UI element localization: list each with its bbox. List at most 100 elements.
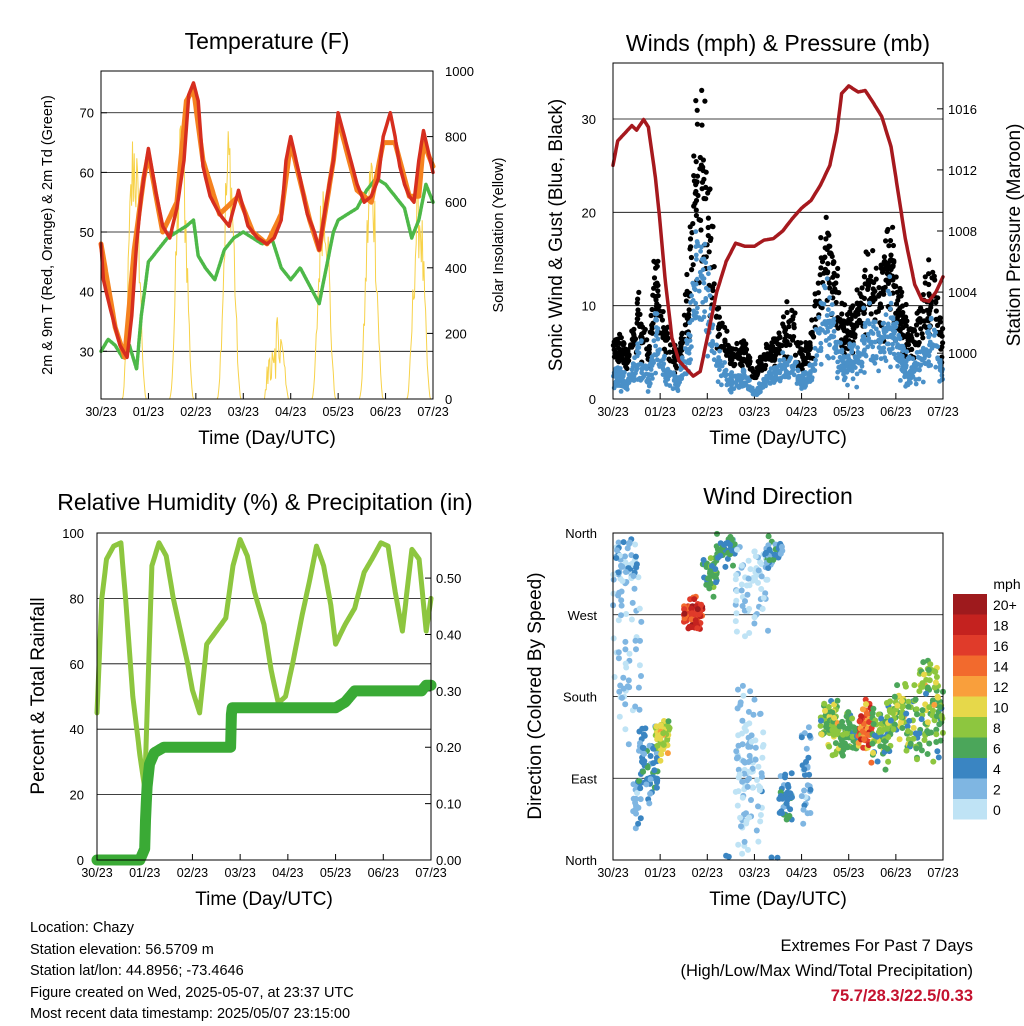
direction-point	[737, 701, 744, 708]
wind-point	[914, 367, 920, 372]
direction-point	[626, 650, 633, 657]
direction-ytick-label: West	[568, 608, 598, 623]
wind-point	[661, 361, 667, 367]
gust-point	[722, 337, 728, 343]
wind-point	[771, 378, 776, 384]
winds-y2tick-label: 1004	[948, 285, 977, 300]
direction-point	[724, 555, 731, 562]
gust-point	[823, 236, 829, 242]
gust-point	[635, 296, 641, 302]
direction-point	[834, 697, 841, 704]
direction-point	[806, 771, 813, 778]
direction-point	[653, 723, 660, 730]
direction-point	[745, 846, 751, 853]
direction-point	[634, 790, 641, 796]
wind-point	[653, 343, 658, 349]
wind-point	[622, 370, 627, 375]
wind-point	[825, 307, 831, 313]
direction-point	[759, 605, 766, 612]
winds-title: Winds (mph) & Pressure (mb)	[626, 30, 930, 56]
wind-point	[824, 276, 830, 282]
direction-point	[860, 744, 867, 751]
direction-point	[710, 593, 717, 600]
gust-point	[771, 336, 777, 342]
wind-point	[887, 274, 893, 280]
wind-point	[868, 357, 874, 363]
gust-point	[842, 302, 848, 308]
direction-point	[622, 701, 629, 708]
wind-point	[728, 378, 733, 384]
direction-point	[757, 711, 763, 717]
wind-point	[612, 367, 618, 373]
gust-point	[844, 311, 851, 318]
gust-point	[851, 322, 857, 328]
direction-point	[826, 743, 833, 750]
gust-point	[939, 333, 945, 339]
direction-point	[730, 562, 736, 569]
direction-point	[891, 693, 898, 700]
direction-point	[714, 530, 720, 537]
direction-point	[619, 578, 626, 584]
wind-point	[693, 252, 699, 258]
direction-point	[637, 796, 644, 803]
gust-point	[791, 321, 797, 328]
gust-point	[686, 311, 692, 317]
direction-point	[918, 716, 925, 723]
wind-point	[648, 367, 654, 372]
legend-label: 14	[993, 659, 1009, 675]
direction-point	[798, 734, 805, 741]
direction-point	[620, 674, 627, 681]
direction-point	[741, 838, 748, 845]
wind-point	[700, 300, 706, 305]
gust-point	[682, 291, 689, 298]
direction-point	[887, 717, 894, 724]
wind-point	[828, 311, 834, 317]
direction-point	[924, 751, 931, 757]
wind-point	[870, 353, 876, 359]
gust-point	[635, 307, 641, 313]
temperature-y2tick-label: 1000	[445, 64, 474, 79]
direction-point	[665, 718, 672, 725]
direction-point	[746, 720, 753, 727]
wind-point	[647, 363, 652, 368]
gust-point	[920, 292, 926, 298]
wind-point	[920, 345, 926, 351]
gust-point	[710, 224, 716, 230]
humidity-ytick-label: 40	[70, 722, 84, 737]
direction-point	[623, 611, 630, 617]
direction-point	[821, 700, 828, 707]
direction-point	[666, 725, 673, 731]
wind-point	[738, 380, 744, 386]
wind-point	[693, 229, 699, 235]
wind-point	[701, 276, 707, 281]
direction-point	[622, 646, 629, 653]
wind-point	[709, 348, 715, 354]
wind-point	[650, 358, 656, 363]
wind-point	[780, 350, 786, 355]
direction-point	[760, 594, 767, 601]
wind-point	[678, 366, 684, 371]
wind-point	[703, 296, 709, 301]
direction-point	[694, 625, 701, 632]
gust-point	[916, 339, 922, 346]
direction-point	[924, 685, 931, 692]
wind-point	[705, 353, 711, 359]
solar-insolation-curve	[264, 317, 289, 400]
direction-point	[751, 614, 758, 621]
direction-point	[866, 719, 873, 725]
direction-point	[657, 757, 664, 764]
wind-point	[849, 348, 855, 353]
direction-point	[784, 814, 791, 821]
direction-point	[632, 806, 639, 813]
gust-point	[681, 312, 688, 318]
direction-point	[653, 784, 660, 791]
gust-point	[682, 322, 689, 328]
direction-point	[664, 750, 671, 757]
wind-point	[719, 382, 724, 388]
wind-point	[634, 363, 640, 369]
legend-swatch	[953, 696, 987, 717]
gust-point	[747, 358, 753, 364]
wind-point	[917, 355, 923, 361]
direction-point	[713, 579, 719, 586]
direction-point	[635, 574, 642, 581]
